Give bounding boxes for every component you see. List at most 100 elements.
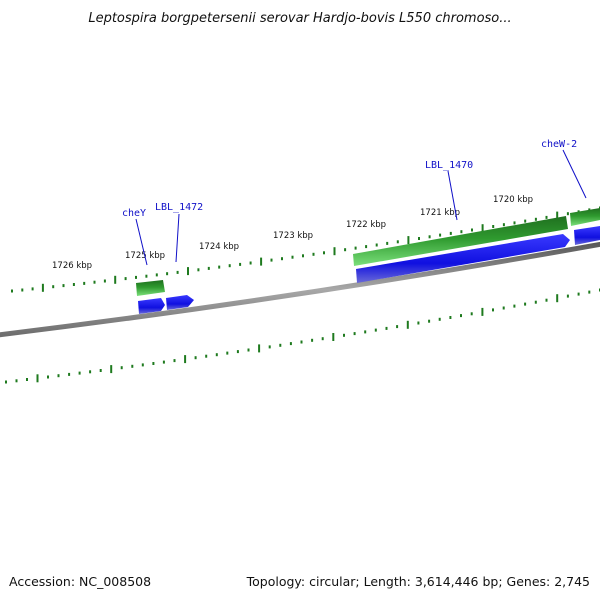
outer-ring-major-tick <box>114 275 117 284</box>
gene-LBL_1470-forward[interactable] <box>353 216 568 266</box>
leader-LBL_1472 <box>175 213 180 263</box>
outer-ring-minor-tick <box>207 266 210 270</box>
inner-ring-minor-tick <box>417 321 420 325</box>
inner-ring-minor-tick <box>566 294 569 298</box>
outer-ring-minor-tick <box>72 283 75 286</box>
scale-label-1726: 1726 kbp <box>52 261 92 271</box>
outer-ring-minor-tick <box>93 280 96 284</box>
gene-label-cheY[interactable]: cheY <box>122 208 146 219</box>
gene-LBL_1470-reverse[interactable] <box>356 234 570 283</box>
outer-ring-minor-tick <box>281 257 283 261</box>
gene-label-LBL_1470[interactable]: LBL_1470 <box>425 160 473 171</box>
inner-ring-minor-tick <box>152 362 155 365</box>
inner-ring-minor-tick <box>534 300 537 304</box>
outer-ring-minor-tick <box>166 272 169 276</box>
outer-ring-minor-tick <box>566 212 569 216</box>
inner-ring-minor-tick <box>15 379 18 383</box>
outer-ring-minor-tick <box>62 284 65 288</box>
inner-ring-minor-tick <box>343 333 345 337</box>
outer-scale-ring <box>11 206 600 293</box>
inner-ring-minor-tick <box>374 328 377 332</box>
map-title: Leptospira borgpetersenii serovar Hardjo… <box>88 11 511 26</box>
inner-ring-minor-tick <box>226 351 229 355</box>
scale-label-1723: 1723 kbp <box>273 231 313 241</box>
outer-ring-minor-tick <box>354 246 357 250</box>
gene-cheW-2-forward[interactable] <box>570 208 600 226</box>
inner-ring-minor-tick <box>68 372 71 376</box>
inner-ring-minor-tick <box>577 292 580 296</box>
inner-scale-ring <box>5 288 600 384</box>
inner-ring-minor-tick <box>120 366 123 370</box>
inner-ring-major-tick <box>184 355 187 364</box>
inner-ring-major-tick <box>36 374 39 383</box>
outer-ring-minor-tick <box>312 252 315 256</box>
inner-ring-minor-tick <box>353 332 356 336</box>
outer-ring-minor-tick <box>228 264 231 268</box>
gene-cheY-reverse[interactable] <box>138 298 165 314</box>
gene-label-LBL_1472[interactable]: LBL_1472 <box>155 202 203 213</box>
inner-ring-minor-tick <box>141 363 144 367</box>
inner-ring-minor-tick <box>449 316 452 319</box>
inner-ring-minor-tick <box>545 298 548 302</box>
inner-ring-minor-tick <box>194 356 197 360</box>
forward-genes <box>136 208 600 296</box>
gene-cheY-forward[interactable] <box>136 280 165 296</box>
leader-LBL_1470 <box>447 170 458 221</box>
inner-ring-minor-tick <box>47 375 49 379</box>
inner-ring-minor-tick <box>470 312 473 316</box>
outer-ring-major-tick <box>481 224 484 233</box>
inner-ring-minor-tick <box>236 350 239 354</box>
inner-ring-minor-tick <box>215 353 218 357</box>
inner-ring-minor-tick <box>513 304 516 308</box>
inner-ring-minor-tick <box>300 340 303 344</box>
inner-ring-minor-tick <box>279 343 282 347</box>
inner-ring-minor-tick <box>492 308 494 312</box>
outer-ring-minor-tick <box>11 289 13 293</box>
outer-ring-major-tick <box>407 236 410 245</box>
gene-LBL_1472-reverse[interactable] <box>166 295 194 310</box>
inner-ring-minor-tick <box>385 326 388 330</box>
outer-ring-minor-tick <box>386 241 389 245</box>
gene-label-leaders <box>135 149 587 266</box>
outer-ring-minor-tick <box>449 231 452 235</box>
gene-label-cheW-2[interactable]: cheW-2 <box>541 139 577 150</box>
outer-ring-minor-tick <box>302 254 304 258</box>
inner-ring-major-tick <box>406 320 409 329</box>
genome-summary-text: Topology: circular; Length: 3,614,446 bp… <box>246 574 590 589</box>
inner-ring-minor-tick <box>78 371 81 375</box>
inner-ring-major-tick <box>556 294 559 303</box>
outer-ring-major-tick <box>41 283 44 292</box>
outer-ring-minor-tick <box>176 270 179 274</box>
chromosome-backbone <box>0 241 600 338</box>
outer-ring-minor-tick <box>124 277 127 281</box>
inner-ring-minor-tick <box>131 364 134 368</box>
outer-ring-minor-tick <box>534 217 537 221</box>
outer-ring-minor-tick <box>396 240 399 244</box>
outer-ring-minor-tick <box>83 281 86 285</box>
outer-ring-major-tick <box>333 247 336 256</box>
outer-ring-minor-tick <box>545 215 548 219</box>
outer-ring-minor-tick <box>323 251 325 255</box>
outer-ring-minor-tick <box>239 262 242 266</box>
gene-labels: cheY LBL_1472 LBL_1470 cheW-2 <box>122 139 577 219</box>
outer-ring-minor-tick <box>375 243 378 247</box>
inner-ring-minor-tick <box>364 330 367 334</box>
outer-ring-minor-tick <box>439 233 442 237</box>
outer-ring-minor-tick <box>155 273 158 277</box>
outer-ring-major-tick <box>260 257 263 266</box>
outer-ring-minor-tick <box>52 285 55 289</box>
inner-ring-minor-tick <box>205 354 208 358</box>
gene-cheW-2-reverse[interactable] <box>574 226 600 245</box>
outer-ring-minor-tick <box>418 237 420 240</box>
inner-ring-minor-tick <box>247 348 250 352</box>
outer-ring-minor-tick <box>197 268 200 272</box>
outer-ring-minor-tick <box>460 230 463 234</box>
inner-ring-major-tick <box>258 344 261 353</box>
scale-label-1720: 1720 kbp <box>493 195 533 205</box>
scale-label-1721: 1721 kbp <box>420 208 460 218</box>
inner-ring-major-tick <box>481 307 484 316</box>
scale-label-1722: 1722 kbp <box>346 220 386 230</box>
outer-ring-minor-tick <box>365 245 368 249</box>
outer-ring-minor-tick <box>135 275 137 279</box>
inner-ring-minor-tick <box>162 360 165 364</box>
